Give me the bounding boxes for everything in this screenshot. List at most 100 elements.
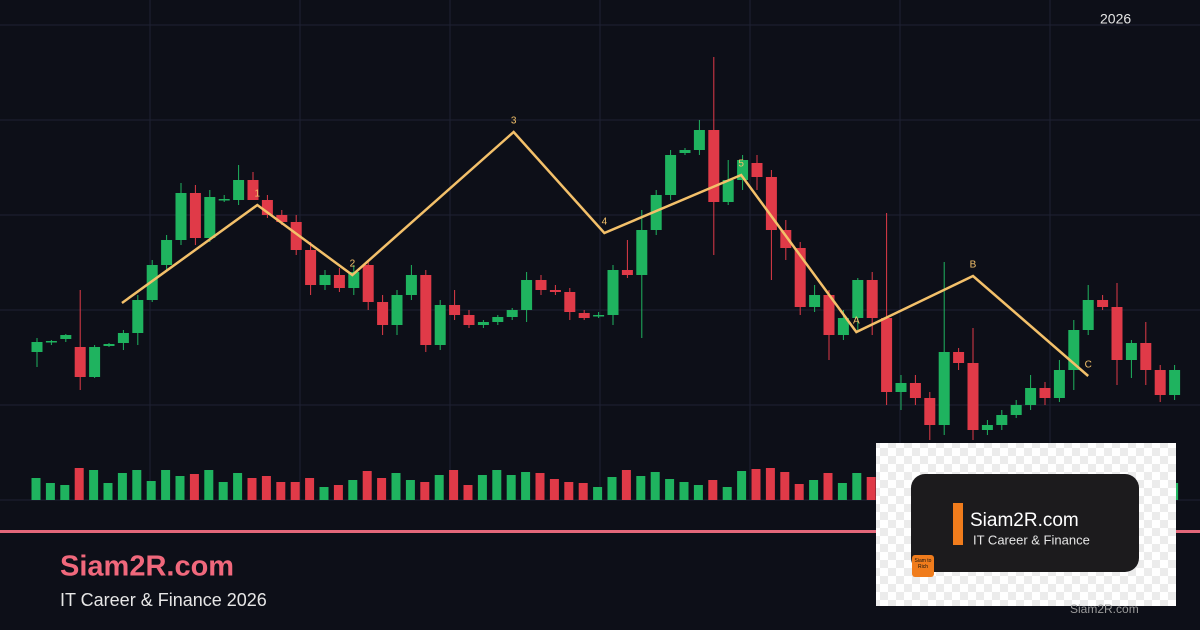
candle-body — [305, 250, 317, 285]
candle-body — [1082, 300, 1094, 330]
candle-body — [981, 425, 993, 430]
candle-body — [938, 352, 950, 425]
candle-body — [895, 383, 907, 392]
candle-body — [175, 193, 187, 240]
wave-label: 3 — [511, 116, 517, 127]
watermark: Siam2R.com — [1070, 602, 1139, 616]
candle-body — [578, 313, 590, 318]
volume-bar — [405, 480, 415, 500]
candle-body — [1068, 330, 1080, 370]
volume-bar — [535, 473, 545, 500]
candle-body — [636, 230, 648, 275]
candle-body — [45, 341, 57, 343]
candle-body — [1169, 370, 1181, 395]
candle-body — [780, 230, 792, 248]
volume-bar — [607, 477, 617, 500]
volume-bar — [693, 485, 703, 500]
volume-bar — [650, 472, 660, 500]
volume-bar — [391, 473, 401, 500]
candle-body — [204, 197, 216, 238]
candle-body — [247, 180, 259, 200]
candle-body — [218, 199, 230, 201]
volume-bar — [593, 487, 603, 500]
volume-bar — [636, 476, 646, 500]
volume-bar — [117, 473, 127, 500]
candle-body — [233, 180, 245, 200]
volume-bar — [103, 483, 113, 500]
candle-body — [996, 415, 1008, 425]
candle-body — [751, 163, 763, 177]
candle-body — [492, 317, 504, 322]
candle-body — [506, 310, 518, 317]
candle-body — [333, 275, 345, 288]
candle-body — [449, 305, 461, 315]
candle-body — [405, 275, 417, 295]
volume-bar — [679, 482, 689, 500]
volume-bar — [319, 487, 329, 500]
volume-bar — [420, 482, 430, 500]
candle-body — [477, 322, 489, 325]
volume-bar — [261, 476, 271, 500]
volume-bar — [866, 477, 876, 500]
volume-bar — [60, 485, 70, 500]
candle-body — [1111, 307, 1123, 360]
candle-body — [132, 300, 144, 333]
volume-bar — [305, 478, 315, 500]
candle-body — [362, 265, 374, 302]
candle-body — [290, 222, 302, 250]
logo-title: Siam2R.com — [970, 510, 1079, 531]
candle-body — [521, 280, 533, 310]
candle-body — [1154, 370, 1166, 395]
logo-card: Siam2R.com IT Career & Finance Siam to R… — [876, 443, 1176, 606]
volume-bar — [621, 470, 631, 500]
candle-body — [866, 280, 878, 318]
candle-body — [463, 315, 475, 325]
year-label: 2026 — [1100, 11, 1131, 27]
candle-body — [593, 315, 605, 317]
volume-bar — [161, 470, 171, 500]
volume-bar — [780, 472, 790, 500]
volume-bar — [362, 471, 372, 500]
candle-body — [74, 347, 86, 377]
volume-bar — [578, 483, 588, 500]
candle-body — [261, 200, 273, 215]
logo-badge: Siam to Rich — [914, 558, 932, 570]
volume-bar — [204, 470, 214, 500]
volume-bar — [751, 469, 761, 500]
volume-bar — [564, 482, 574, 500]
candle-body — [1025, 388, 1037, 405]
volume-bar — [377, 478, 387, 500]
candle-body — [117, 333, 129, 343]
volume-bar — [348, 480, 358, 500]
candle-body — [607, 270, 619, 315]
volume-bar — [852, 473, 862, 500]
wave-label: 1 — [255, 189, 261, 200]
volume-bar — [434, 475, 444, 500]
volume-bar — [506, 475, 516, 500]
volume-bar — [218, 482, 228, 500]
candle-body — [953, 352, 965, 363]
wave-label: 5 — [738, 159, 744, 170]
candle-body — [276, 215, 288, 222]
candle-body — [650, 195, 662, 230]
volume-bar — [477, 475, 487, 500]
wave-label: 2 — [350, 259, 356, 270]
volume-bar — [765, 468, 775, 500]
volume-bar — [708, 480, 718, 500]
volume-bar — [737, 471, 747, 500]
volume-bar — [333, 485, 343, 500]
candle-body — [1053, 370, 1065, 398]
volume-bar — [823, 473, 833, 500]
logo-subtitle: IT Career & Finance — [973, 532, 1090, 547]
candle-body — [377, 302, 389, 325]
volume-bar — [276, 482, 286, 500]
volume-bar — [146, 481, 156, 500]
candle-body — [924, 398, 936, 425]
volume-bar — [89, 470, 99, 500]
candle-body — [420, 275, 432, 345]
divider — [0, 530, 1200, 533]
logo-badge-box: Siam to Rich — [914, 558, 932, 570]
volume-bar — [665, 479, 675, 500]
